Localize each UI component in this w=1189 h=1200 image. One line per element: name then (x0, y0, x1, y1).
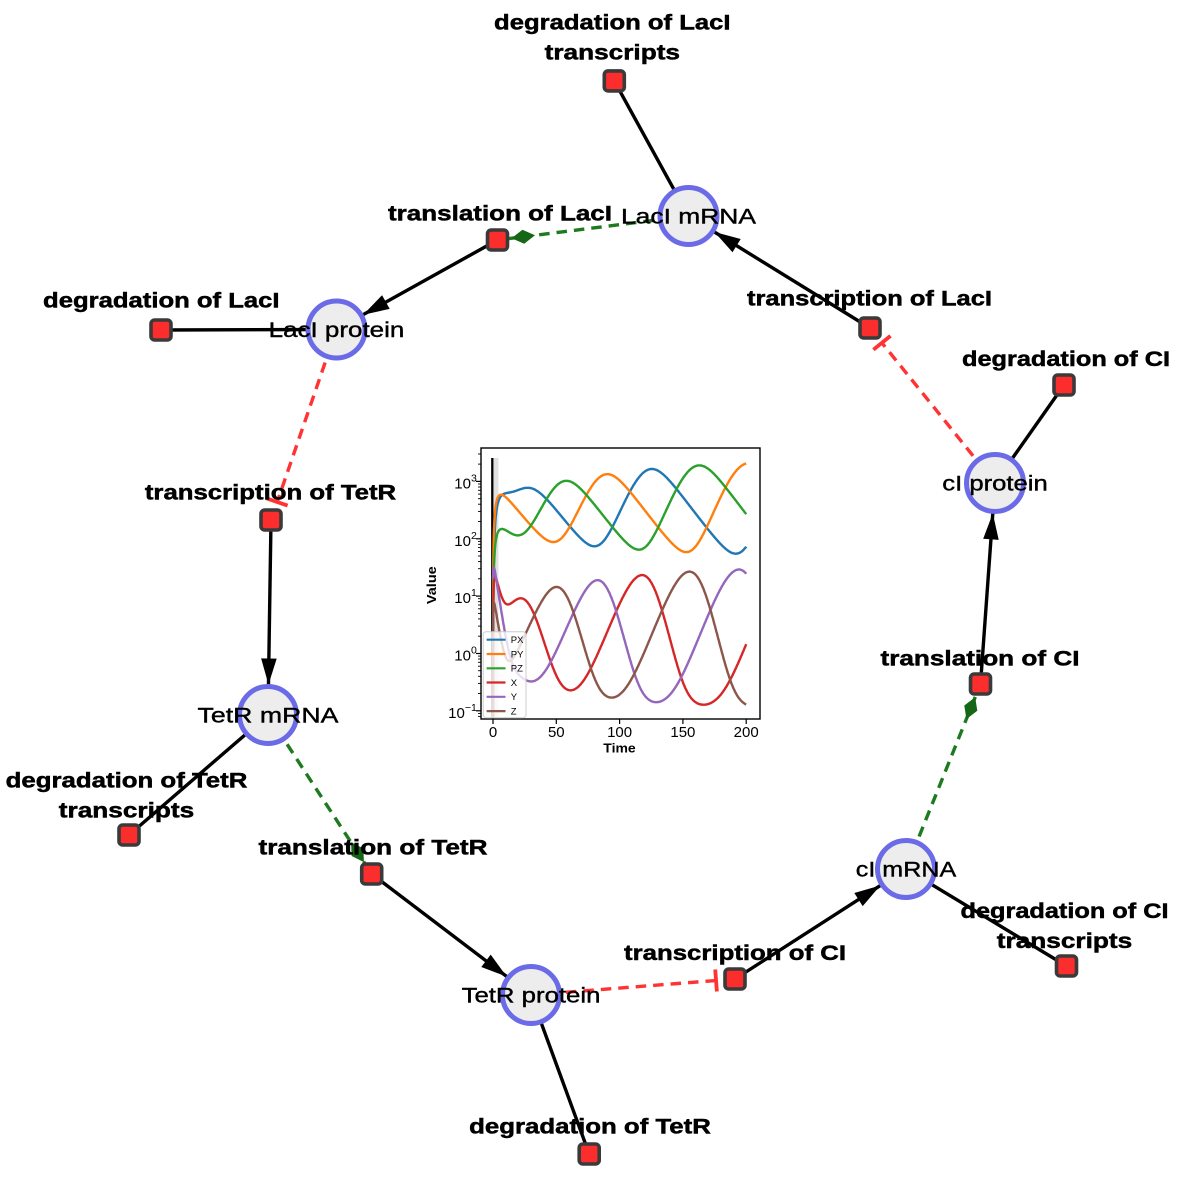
svg-text:100: 100 (607, 724, 632, 741)
svg-text:PX: PX (511, 635, 524, 646)
svg-text:degradation of CI: degradation of CI (961, 899, 1169, 923)
svg-text:TetR protein: TetR protein (462, 984, 601, 1008)
svg-text:Y: Y (511, 692, 518, 703)
svg-text:degradation of LacI: degradation of LacI (43, 289, 280, 313)
svg-text:Z: Z (511, 707, 517, 718)
svg-text:transcripts: transcripts (545, 40, 680, 64)
svg-text:TetR mRNA: TetR mRNA (198, 704, 340, 728)
svg-text:transcription of LacI: transcription of LacI (747, 287, 992, 311)
svg-text:Value: Value (425, 566, 439, 604)
svg-text:transcripts: transcripts (59, 799, 194, 823)
svg-text:degradation of TetR: degradation of TetR (469, 1115, 711, 1139)
svg-text:cI protein: cI protein (942, 472, 1048, 496)
svg-text:translation of LacI: translation of LacI (388, 202, 612, 226)
svg-text:degradation of LacI: degradation of LacI (494, 10, 731, 34)
svg-text:Time: Time (603, 741, 635, 755)
svg-text:X: X (511, 678, 518, 689)
svg-text:transcription of TetR: transcription of TetR (145, 481, 397, 505)
svg-text:LacI protein: LacI protein (269, 318, 405, 342)
svg-text:translation of TetR: translation of TetR (259, 836, 489, 860)
svg-text:50: 50 (548, 724, 565, 741)
svg-text:translation of CI: translation of CI (881, 647, 1080, 671)
svg-text:degradation of TetR: degradation of TetR (6, 769, 248, 793)
svg-text:degradation of CI: degradation of CI (962, 347, 1170, 371)
svg-text:150: 150 (670, 724, 695, 741)
svg-text:PZ: PZ (511, 664, 523, 675)
svg-text:0: 0 (489, 724, 497, 741)
svg-text:transcription of CI: transcription of CI (624, 941, 846, 965)
svg-text:200: 200 (734, 724, 759, 741)
svg-text:LacI mRNA: LacI mRNA (621, 205, 757, 229)
svg-text:cI mRNA: cI mRNA (856, 858, 957, 882)
svg-text:PY: PY (511, 649, 524, 660)
svg-text:transcripts: transcripts (997, 929, 1132, 953)
